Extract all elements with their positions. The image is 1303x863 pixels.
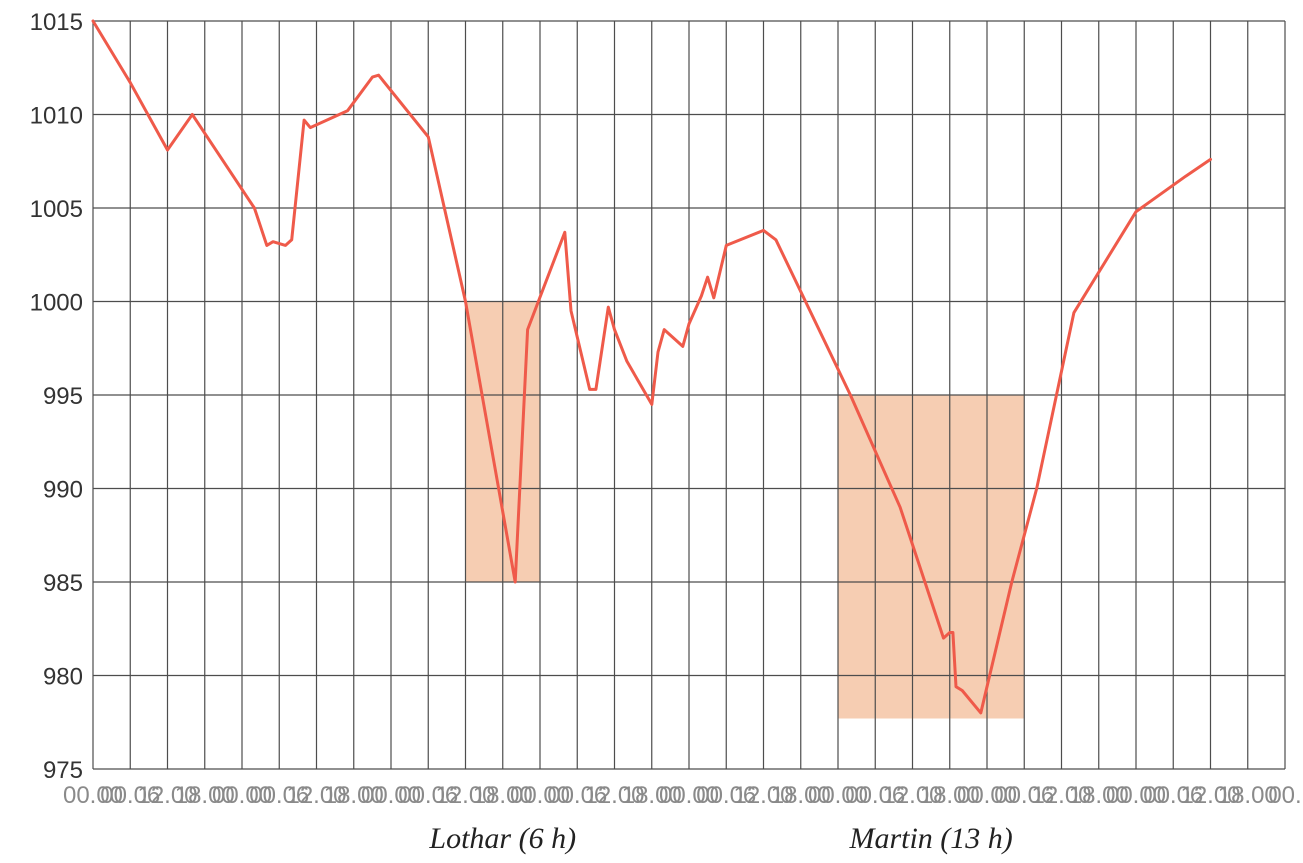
x-tick-label: 12.00: [137, 782, 197, 809]
highlight-layer: [465, 301, 1025, 719]
y-axis-ticks: 975 980 985 990 995 1000 1005 1010 1015: [30, 9, 83, 784]
highlight-box-2: [838, 395, 1025, 719]
x-tick-label: 12.00: [584, 782, 644, 809]
y-tick-label: 1015: [30, 9, 83, 36]
x-tick-label: 12.00: [733, 782, 793, 809]
x-tick-label: 18.00: [1069, 782, 1129, 809]
x-tick-label: 00.: [1268, 782, 1301, 809]
x-tick-label: 12.00: [286, 782, 346, 809]
y-tick-label: 975: [43, 757, 83, 784]
y-tick-label: 990: [43, 477, 83, 504]
y-tick-label: 980: [43, 664, 83, 691]
x-tick-label: 00.00: [808, 782, 868, 809]
x-tick-label: 18.00: [175, 782, 235, 809]
x-tick-label: 12.00: [435, 782, 495, 809]
x-tick-label: 18.00: [771, 782, 831, 809]
storm-label-1: Lothar (6 h): [428, 822, 576, 855]
x-tick-label: 00.06: [994, 782, 1054, 809]
x-tick-label: 00.06: [1143, 782, 1203, 809]
x-tick-label: 18.00: [622, 782, 682, 809]
x-tick-label: 00.06: [547, 782, 607, 809]
x-tick-label: 00.00: [212, 782, 272, 809]
x-tick-label: 18.00: [324, 782, 384, 809]
y-tick-label: 1005: [30, 196, 83, 223]
storm-labels: Lothar (6 h) Martin (13 h): [428, 822, 1012, 855]
x-tick-label: 00.00: [957, 782, 1017, 809]
x-tick-label: 00.00: [510, 782, 570, 809]
x-tick-label: 00.06: [696, 782, 756, 809]
x-tick-label: 00.06: [398, 782, 458, 809]
x-tick-label: 18.00: [920, 782, 980, 809]
x-tick-label: 12.00: [1180, 782, 1240, 809]
x-tick-label: 12.00: [1031, 782, 1091, 809]
x-tick-label: 12.00: [882, 782, 942, 809]
x-tick-label: 00.00: [63, 782, 123, 809]
x-tick-label: 00.06: [249, 782, 309, 809]
y-tick-label: 985: [43, 570, 83, 597]
storm-label-2: Martin (13 h): [848, 822, 1012, 855]
x-tick-label: 18.00: [473, 782, 533, 809]
x-tick-label: 00.00: [361, 782, 421, 809]
grid: [92, 20, 1286, 770]
series-line-1: [91, 19, 1212, 715]
y-tick-label: 1000: [30, 290, 83, 317]
x-tick-label: 00.00: [1106, 782, 1166, 809]
series-layer: [91, 19, 1212, 715]
y-tick-label: 1010: [30, 103, 83, 130]
x-tick-label: 00.06: [100, 782, 160, 809]
x-tick-label: 18.00: [1218, 782, 1278, 809]
x-tick-label: 00.00: [659, 782, 719, 809]
y-tick-label: 995: [43, 383, 83, 410]
x-tick-label: 00.06: [845, 782, 905, 809]
x-axis-ticks: 00.0000.0612.0018.0000.0000.0612.0018.00…: [63, 782, 1302, 809]
